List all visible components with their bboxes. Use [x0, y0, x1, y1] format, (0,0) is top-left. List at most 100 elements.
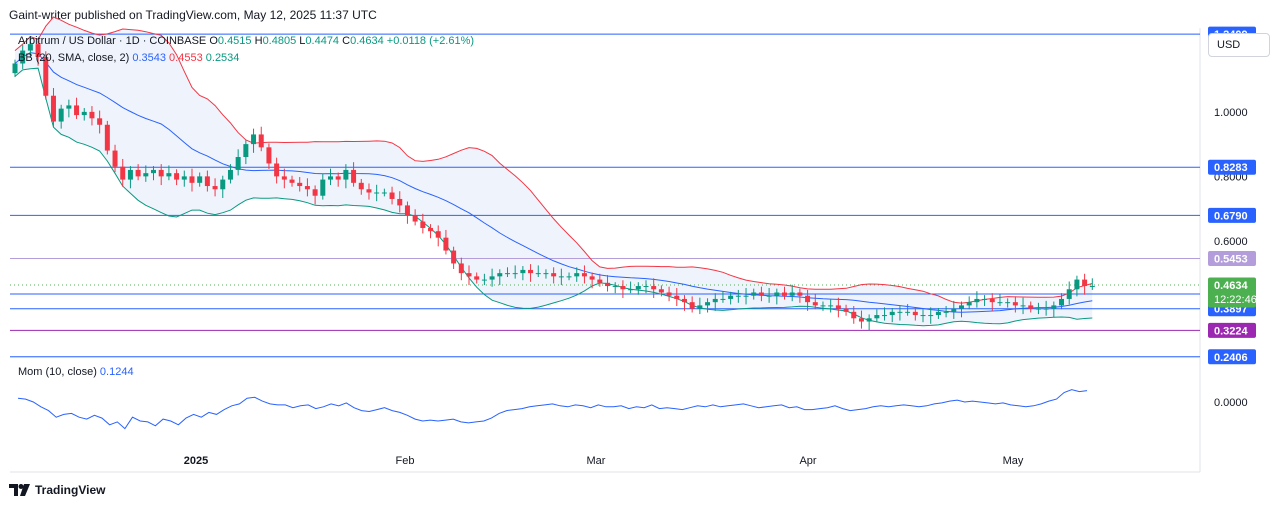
candle-body	[312, 189, 318, 196]
bb-basis-line	[14, 52, 1093, 313]
publisher-caption: Gaint-writer published on TradingView.co…	[9, 8, 377, 22]
candle-body	[66, 105, 72, 109]
close-label: C	[342, 35, 351, 47]
candle-body	[866, 318, 872, 322]
price-tag-label: 0.2406	[1214, 352, 1248, 364]
candle-body	[428, 227, 434, 232]
candle-body	[174, 173, 180, 180]
candle-body	[358, 182, 364, 190]
price-tag-label: 0.8283	[1214, 162, 1248, 174]
candle-body	[289, 179, 295, 183]
open-value: 0.4515	[217, 35, 252, 47]
axes: 1.20001.00000.80000.60000.00002025FebMar…	[184, 42, 1248, 467]
candle-body	[1089, 286, 1095, 288]
bb-lower-value: 0.2534	[205, 52, 240, 64]
candle-body	[227, 169, 233, 180]
candle-body	[12, 63, 18, 74]
candle-body	[697, 305, 703, 309]
candle-body	[81, 111, 87, 116]
candle-body	[351, 169, 357, 183]
candle-body	[127, 169, 133, 180]
candle-body	[974, 298, 980, 303]
candle-body	[589, 276, 595, 280]
candle-body	[274, 163, 280, 177]
tradingview-logo[interactable]: TradingView	[9, 483, 105, 497]
high-label: H	[254, 35, 263, 47]
currency-button[interactable]: USD	[1208, 33, 1270, 57]
momentum-line	[17, 389, 1088, 430]
candle-body	[451, 250, 457, 264]
candle-body	[97, 118, 103, 125]
candle-body	[504, 273, 510, 275]
candle-body	[574, 273, 580, 277]
candle-body	[243, 144, 249, 158]
candles	[12, 36, 1095, 331]
candle-body	[858, 318, 864, 322]
candle-body	[935, 311, 941, 316]
change-value: +0.0118 (+2.61%)	[386, 35, 475, 47]
x-axis-tick-label: Mar	[587, 455, 606, 467]
x-axis-tick-label: Feb	[396, 455, 415, 467]
candle-body	[735, 295, 741, 297]
open-label: O	[209, 35, 218, 47]
bollinger-legend[interactable]: BB (20, SMA, close, 2) 0.3543 0.4553 0.2…	[18, 52, 239, 64]
candle-body	[304, 186, 310, 190]
candle-body	[397, 198, 403, 206]
candle-body	[281, 176, 287, 180]
candle-body	[1035, 308, 1041, 310]
candle-body	[766, 295, 772, 297]
bb-basis-value: 0.3543	[132, 52, 166, 64]
price-tags: 1.24090.82830.67900.54530.43530.38970.32…	[1208, 26, 1257, 365]
candle-body	[743, 295, 749, 297]
candle-body	[1066, 289, 1072, 299]
candle-body	[435, 231, 441, 238]
candle-body	[628, 289, 634, 291]
symbol-ohlc-legend[interactable]: Arbitrum / US Dollar · 1D · COINBASE O0.…	[18, 35, 474, 47]
momentum-legend[interactable]: Mom (10, close) 0.1244	[18, 366, 134, 378]
candle-body	[720, 298, 726, 300]
candle-body	[520, 269, 526, 274]
candle-body	[20, 50, 26, 64]
price-tag-label-bg	[1208, 159, 1256, 175]
price-tag-label-bg	[1208, 207, 1256, 223]
candle-body	[104, 124, 110, 151]
countdown-label: 12:22:46	[1214, 294, 1257, 306]
candle-body	[389, 192, 395, 199]
candle-body	[943, 311, 949, 313]
candle-body	[474, 276, 480, 280]
candle-body	[843, 308, 849, 312]
candle-body	[581, 273, 587, 277]
price-tag-label-bg	[1208, 349, 1256, 365]
candle-body	[989, 298, 995, 303]
candle-body	[374, 192, 380, 194]
price-tag-label: 0.3224	[1214, 325, 1249, 337]
candle-body	[966, 302, 972, 306]
candle-body	[197, 176, 203, 183]
candle-body	[797, 292, 803, 296]
candle-body	[889, 311, 895, 316]
candle-body	[458, 263, 464, 274]
bb-label: BB (20, SMA, close, 2)	[18, 52, 130, 64]
y-axis-tick-label: 0.6000	[1214, 236, 1248, 248]
candle-body	[535, 273, 541, 275]
candle-body	[443, 237, 449, 251]
bb-upper-line	[14, 16, 1093, 304]
candle-body	[120, 166, 126, 180]
candle-body	[266, 147, 272, 164]
candle-body	[143, 173, 149, 177]
candle-body	[597, 279, 603, 283]
candle-body	[528, 269, 534, 274]
candle-body	[420, 221, 426, 228]
candle-body	[874, 315, 880, 319]
candle-body	[235, 157, 241, 170]
candle-body	[728, 295, 734, 299]
x-axis-tick-label: 2025	[184, 455, 208, 467]
candle-body	[43, 57, 49, 96]
candle-body	[466, 273, 472, 277]
last-price-tag-bg	[1208, 277, 1256, 308]
close-value: 0.4634	[350, 35, 384, 47]
candle-body	[112, 150, 118, 167]
candle-body	[928, 315, 934, 317]
candle-body	[758, 292, 764, 296]
